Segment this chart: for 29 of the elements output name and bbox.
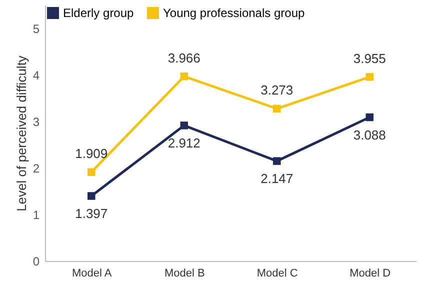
y-tick-label: 1 (32, 208, 40, 222)
point (88, 168, 96, 176)
x-tick-label: Model C (256, 268, 298, 280)
data-label: 1.909 (75, 146, 108, 162)
point (366, 73, 374, 81)
y-tick-label: 0 (32, 254, 40, 268)
point (180, 122, 188, 130)
y-tick-label: 2 (32, 161, 40, 176)
data-label: 2.147 (260, 171, 294, 186)
data-label: 2.912 (168, 135, 200, 150)
point (88, 192, 96, 200)
y-tick-label: 4 (32, 68, 40, 82)
y-tick-label: 5 (32, 22, 40, 36)
data-label: 3.088 (353, 127, 386, 142)
legend-label: Young professionals group (163, 6, 305, 20)
data-label: 3.273 (260, 82, 294, 98)
x-tick-label: Model D (350, 268, 391, 280)
data-label: 3.955 (353, 50, 386, 66)
point (180, 72, 188, 80)
x-tick-label: Model B (164, 268, 205, 280)
data-label: 3.966 (168, 50, 200, 66)
data-label: 1.397 (75, 206, 108, 221)
point (273, 157, 281, 165)
x-tick-label: Model A (72, 268, 112, 280)
legend-label: Elderly group (63, 6, 134, 20)
point (273, 104, 281, 113)
point (366, 113, 374, 122)
y-tick-label: 3 (32, 114, 40, 129)
y-axis-title: Level of perceived difficulty (14, 55, 29, 212)
